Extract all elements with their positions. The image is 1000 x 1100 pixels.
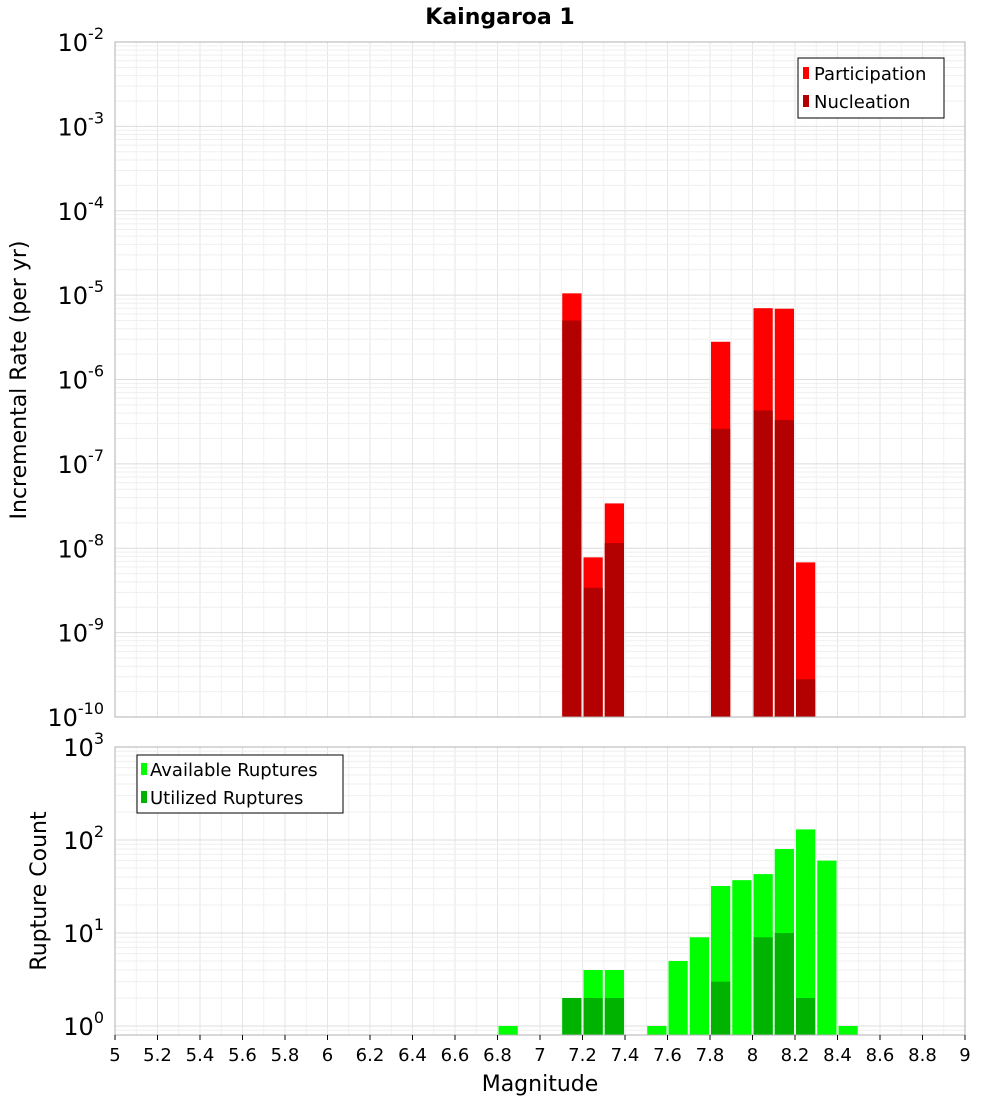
top-plot-frame	[114, 41, 966, 718]
x-tick-label: 5.6	[228, 1045, 257, 1066]
x-tick-label: 5	[109, 1045, 120, 1066]
nucleation-bar	[583, 587, 603, 717]
y-tick-label: 10-7	[58, 446, 105, 479]
y-tick-label: 10-9	[58, 615, 105, 648]
available-ruptures-bar	[647, 1025, 667, 1035]
bottom-plot-bars	[498, 829, 858, 1035]
top-y-axis-ticks: 10-10 10-9 10-8 10-7 10-6 10-5 10-4 10-3 10-2	[47, 24, 104, 732]
legend-swatch-utilized	[141, 791, 147, 803]
utilized-ruptures-bar	[562, 997, 582, 1035]
x-tick-label: 6.6	[441, 1045, 470, 1066]
y-tick-label: 10-4	[58, 193, 105, 226]
top-legend: Participation Nucleation	[797, 57, 945, 119]
legend-label-participation: Participation	[814, 64, 926, 85]
utilized-ruptures-bar	[753, 937, 773, 1035]
utilized-ruptures-bar	[711, 981, 731, 1035]
x-tick-label: 8.6	[866, 1045, 895, 1066]
top-plot-grid	[114, 41, 966, 718]
x-tick-label: 7.2	[568, 1045, 597, 1066]
available-ruptures-bar	[498, 1025, 518, 1035]
nucleation-bar	[753, 410, 773, 717]
top-plot-bars	[562, 293, 816, 717]
nucleation-bar	[774, 420, 794, 717]
y-tick-label: 10-3	[58, 108, 105, 141]
top-y-axis-label: Incremental Rate (per yr)	[7, 241, 32, 520]
bottom-legend: Available Ruptures Utilized Ruptures	[136, 754, 344, 814]
available-ruptures-bar	[817, 860, 837, 1035]
x-tick-label: 7.4	[611, 1045, 640, 1066]
bottom-y-axis-ticks: 100 101 102 103	[63, 729, 104, 1041]
top-legend-box	[797, 57, 945, 119]
y-tick-label: 10-8	[58, 530, 105, 563]
available-ruptures-bar	[689, 937, 709, 1035]
available-ruptures-bar	[668, 960, 688, 1035]
bottom-legend-box	[136, 754, 344, 814]
y-tick-label: 102	[63, 822, 104, 855]
y-tick-label: 103	[63, 729, 104, 762]
y-tick-label: 10-6	[58, 362, 105, 395]
utilized-ruptures-bar	[774, 932, 794, 1035]
legend-label-nucleation: Nucleation	[814, 92, 910, 113]
x-tick-label: 9	[959, 1045, 970, 1066]
x-tick-label: 8	[747, 1045, 758, 1066]
legend-swatch-nucleation	[803, 95, 809, 107]
bottom-y-axis-label: Rupture Count	[27, 811, 52, 971]
utilized-ruptures-bar	[583, 997, 603, 1035]
x-axis-ticks: 5 5.2 5.4 5.6 5.8 6 6.2 6.4 6.6 6.8 7 7.2 7.4 7.6 7.8 8…	[109, 1035, 971, 1066]
legend-swatch-participation	[803, 67, 809, 79]
available-ruptures-bar	[838, 1025, 858, 1035]
nucleation-bar	[604, 543, 624, 717]
x-tick-label: 8.8	[908, 1045, 937, 1066]
participation-bar	[796, 562, 816, 717]
y-tick-label: 100	[63, 1008, 104, 1041]
x-tick-label: 6.4	[398, 1045, 427, 1066]
nucleation-bar	[711, 428, 731, 717]
x-tick-label: 5.8	[271, 1045, 300, 1066]
y-tick-label: 10-10	[47, 699, 104, 732]
x-tick-label: 7	[534, 1045, 545, 1066]
x-tick-label: 5.2	[143, 1045, 172, 1066]
legend-swatch-available	[141, 763, 147, 775]
nucleation-bar	[562, 320, 582, 717]
x-tick-label: 6.8	[483, 1045, 512, 1066]
y-tick-label: 10-5	[58, 277, 105, 310]
nucleation-bar	[796, 679, 816, 717]
x-tick-label: 6.2	[356, 1045, 385, 1066]
x-axis-label: Magnitude	[482, 1072, 599, 1097]
utilized-ruptures-bar	[604, 997, 624, 1035]
legend-label-available: Available Ruptures	[150, 760, 318, 781]
x-tick-label: 8.2	[781, 1045, 810, 1066]
legend-label-utilized: Utilized Ruptures	[150, 788, 303, 809]
available-ruptures-bar	[732, 880, 752, 1035]
available-ruptures-bar	[796, 829, 816, 1035]
x-tick-label: 5.4	[186, 1045, 215, 1066]
x-tick-label: 7.6	[653, 1045, 682, 1066]
x-tick-label: 8.4	[823, 1045, 852, 1066]
x-tick-label: 6	[322, 1045, 333, 1066]
y-tick-label: 10-2	[58, 24, 105, 57]
y-tick-label: 101	[63, 915, 104, 948]
x-tick-label: 7.8	[696, 1045, 725, 1066]
chart-title: Kaingaroa 1	[425, 5, 574, 30]
utilized-ruptures-bar	[796, 997, 816, 1035]
